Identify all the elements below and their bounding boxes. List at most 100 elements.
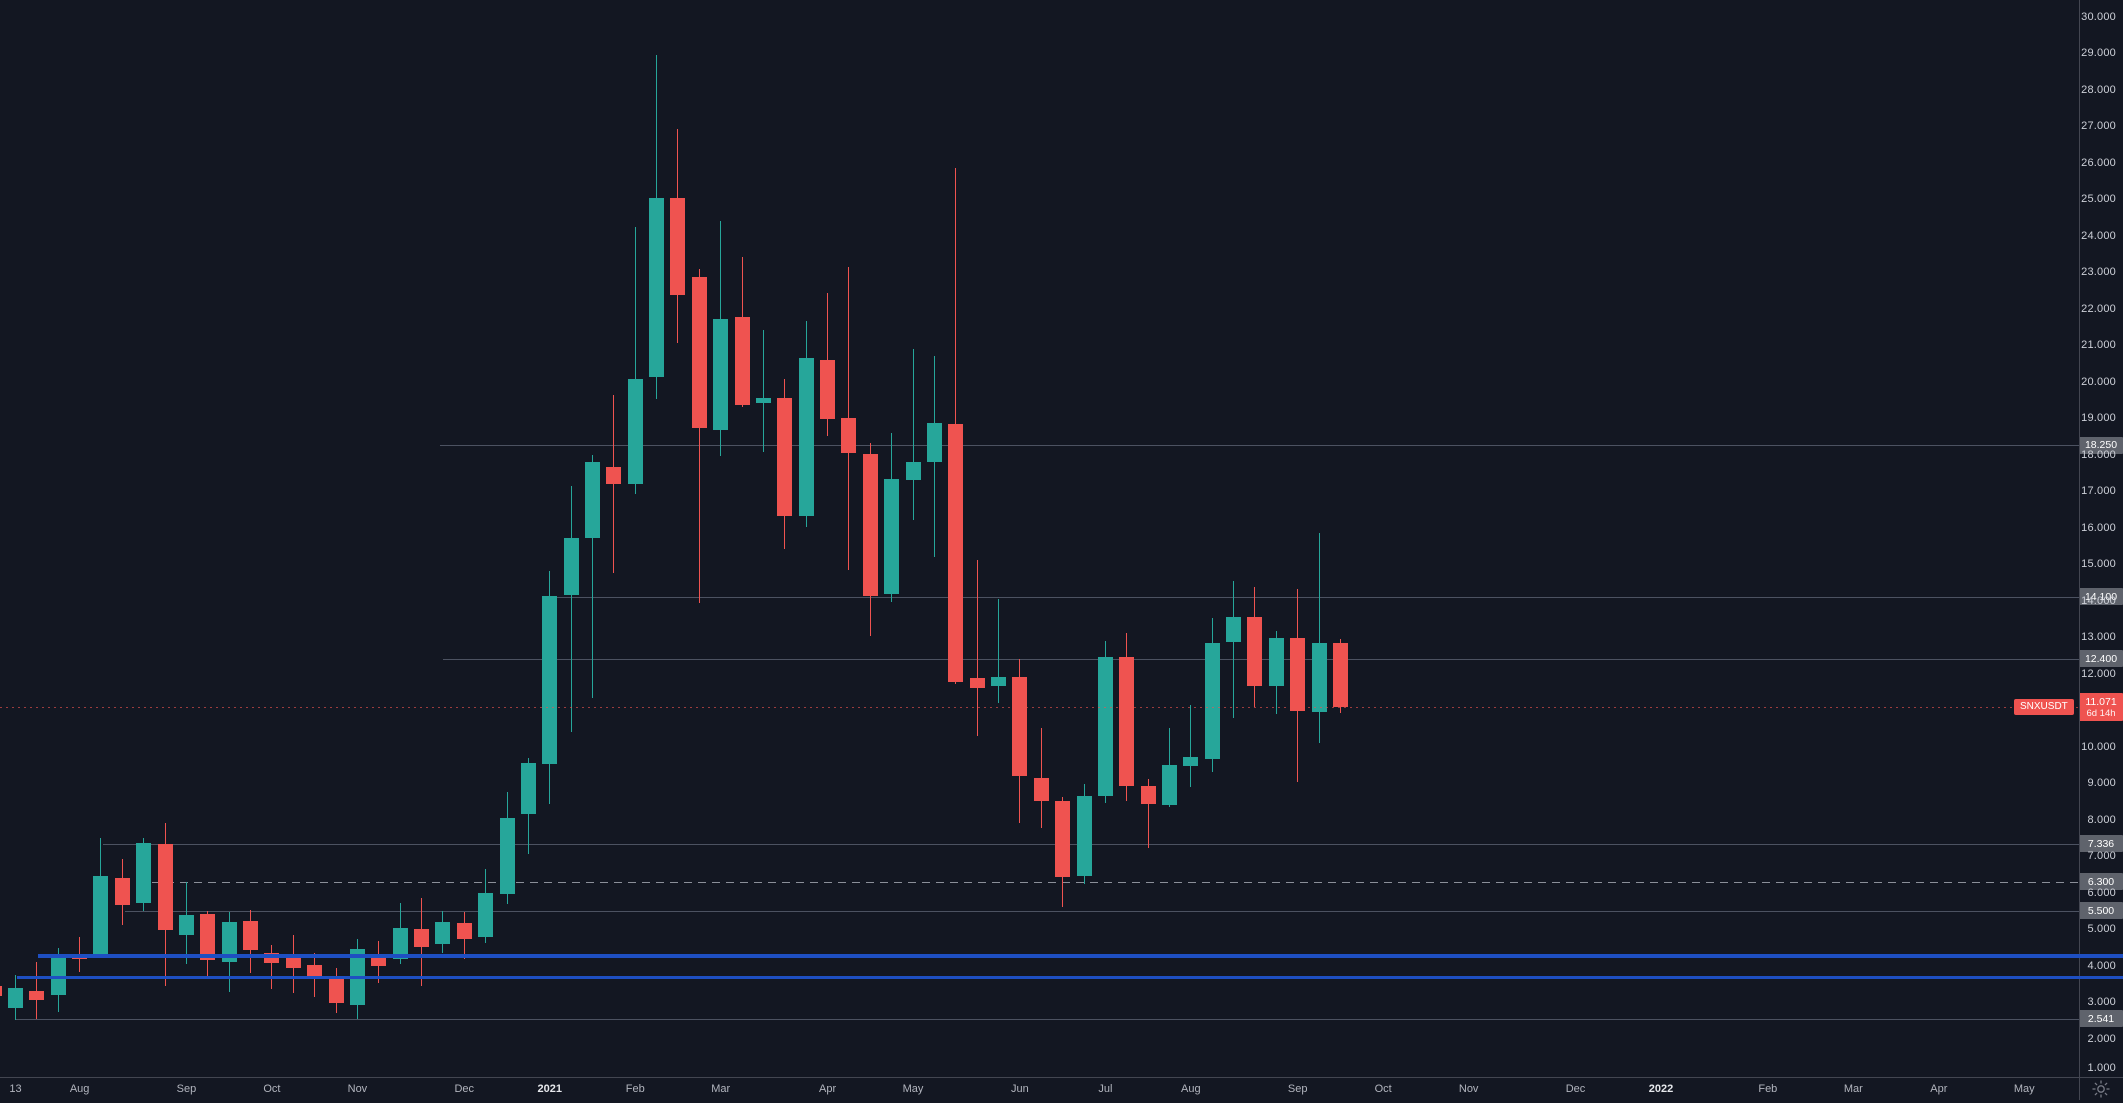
candle-body [1268,638,1284,686]
candle-body [1204,643,1220,760]
candle-wick [698,269,700,604]
candle-body [478,892,494,937]
price-tick-label: 14.000 [2081,594,2116,607]
price-tick-label: 8.000 [2087,813,2116,826]
month-tick-label: Oct [263,1083,281,1095]
candle-body [649,197,665,378]
level-price-label: 5.500 [2079,902,2123,920]
price-tick-label: 18.000 [2081,448,2116,461]
candle-body [1226,616,1242,643]
month-tick-label: Aug [69,1083,90,1095]
month-tick-label: Aug [1181,1083,1201,1095]
price-tick-label: 16.000 [2081,521,2116,534]
candle-body [136,843,152,904]
candle-body [285,957,301,969]
price-tick-label: 15.000 [2081,558,2116,570]
month-tick-label: May [2013,1083,2035,1095]
horizontal-level-line[interactable] [550,596,2079,598]
current-price-line [0,707,2079,709]
price-axis[interactable]: 18.250 14.100 12.400 7.336 6.300 5.500 2.541 11… [2079,0,2123,1077]
candle-body [841,418,857,454]
blue-horizontal-line[interactable] [38,953,2123,958]
time-axis[interactable]: 13 Aug Sep Oct Nov Dec 2021 Feb Mar Apr May Jun Jul A… [0,1077,2123,1100]
candle-body [1290,638,1306,711]
candle-body [499,818,515,894]
level-price-label: 14.100 [2079,588,2123,606]
price-pane[interactable] [0,0,2079,1077]
horizontal-level-line[interactable] [125,910,2079,912]
month-tick-label: Mar [711,1083,731,1095]
month-tick-label: Apr [818,1083,837,1095]
price-tick-label: 6.000 [2087,886,2116,899]
price-tick-label: 1.000 [2087,1062,2116,1074]
candle-body [435,922,451,944]
candle-body [1183,757,1199,767]
horizontal-level-line[interactable] [15,1018,2079,1020]
price-tick-label: 13.000 [2081,631,2116,643]
candle-wick [1147,778,1149,849]
candle-body [542,596,558,764]
current-price-value: 11.071 [2085,695,2117,708]
level-price-label: 6.300 [2079,873,2123,891]
candle-body [948,424,964,682]
month-tick-label: Jul [1098,1083,1113,1095]
price-tick-label: 12.000 [2081,667,2116,680]
price-tick-label: 28.000 [2081,83,2116,96]
candle-body [734,316,750,405]
candle-wick [1190,704,1192,787]
candle-body [777,397,793,517]
candle-body [307,965,323,978]
candle-wick [998,598,1000,703]
price-tick-label: 27.000 [2081,120,2116,132]
candle-wick [1318,532,1320,744]
candle-body [584,462,600,539]
price-tick-label: 9.000 [2087,777,2116,789]
candle-body [50,956,66,996]
candle-body [820,359,836,420]
level-price-label: 2.541 [2079,1010,2123,1028]
candle-wick [591,454,593,698]
candle-wick [570,485,572,732]
candle-wick [36,961,38,1020]
candle-wick [634,227,636,494]
month-tick-label: Mar [1843,1083,1863,1095]
price-tick-label: 29.000 [2081,47,2116,59]
horizontal-level-line[interactable] [152,881,2079,883]
candle-body [456,922,472,939]
candle-body [862,454,878,596]
candle-body [392,928,408,960]
candle-body [691,277,707,429]
symbol-price-tag: SNXUSDT [2014,699,2074,716]
candle-body [969,678,985,689]
sun-icon[interactable] [2092,1080,2110,1103]
price-tick-label: 7.000 [2087,850,2116,862]
candle-wick [762,330,764,452]
year-tick-label: 2022 [1648,1083,1674,1095]
month-tick-label: Apr [1930,1083,1948,1095]
candle-body [8,988,23,1008]
candle-body [563,538,579,596]
price-axis-separator [2079,0,2080,1100]
time-axis-separator [0,1077,2123,1078]
price-tick-label: 17.000 [2081,485,2116,497]
candle-body [29,991,45,1001]
price-tick-label: 19.000 [2081,412,2116,424]
month-tick-label: Sep [176,1083,197,1095]
month-tick-label: Jun [1011,1083,1029,1095]
price-tick-label: 25.000 [2081,193,2116,205]
bar-countdown: 6d 14h [2086,707,2116,719]
candle-body [991,677,1007,686]
price-tick-label: 5.000 [2087,923,2116,935]
blue-horizontal-line[interactable] [17,975,2123,979]
month-tick-label: Dec [1565,1083,1586,1095]
price-tick-label: 3.000 [2087,996,2116,1008]
candle-body [884,478,900,594]
candle-body [1247,616,1263,686]
month-tick-label: Sep [1287,1083,1308,1095]
horizontal-level-line[interactable] [440,445,2079,447]
candle-body [1076,795,1092,876]
level-price-label: 18.250 [2079,436,2123,454]
candle-body [1311,643,1327,712]
candle-body [243,920,259,951]
